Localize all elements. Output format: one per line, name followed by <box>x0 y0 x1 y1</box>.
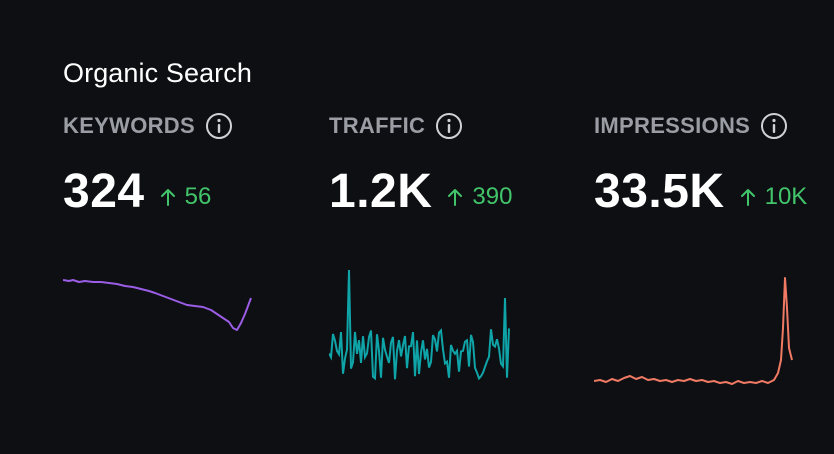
traffic-header: TRAFFIC <box>329 108 559 144</box>
section-title: Organic Search <box>63 58 252 88</box>
arrow-up-icon <box>160 189 175 206</box>
traffic-label: TRAFFIC <box>329 113 426 138</box>
impressions-header: IMPRESSIONS <box>594 108 824 144</box>
info-icon[interactable] <box>205 112 233 140</box>
impressions-card: IMPRESSIONS 33.5K 10K <box>594 108 824 408</box>
traffic-card: TRAFFIC 1.2K 390 <box>329 108 559 408</box>
keywords-label: KEYWORDS <box>63 113 195 138</box>
arrow-up-icon <box>740 189 755 206</box>
traffic-value: 1.2K <box>329 165 433 218</box>
traffic-delta-value: 390 <box>472 183 513 210</box>
traffic-sparkline <box>329 269 510 381</box>
keywords-sparkline <box>63 279 252 331</box>
impressions-label: IMPRESSIONS <box>594 113 751 138</box>
keywords-card: KEYWORDS 324 56 <box>63 108 293 408</box>
traffic-delta: 390 <box>446 183 512 211</box>
info-icon[interactable] <box>760 112 788 140</box>
keywords-value: 324 <box>63 165 145 218</box>
impressions-value: 33.5K <box>594 165 725 218</box>
impressions-delta-value: 10K <box>764 183 808 210</box>
arrow-up-icon <box>448 189 463 206</box>
info-icon[interactable] <box>435 112 463 140</box>
keywords-header: KEYWORDS <box>63 108 293 144</box>
impressions-values: 33.5K 10K <box>594 164 824 219</box>
impressions-delta: 10K <box>739 183 808 211</box>
keywords-delta: 56 <box>159 183 212 211</box>
keywords-delta-value: 56 <box>184 183 212 210</box>
traffic-values: 1.2K 390 <box>329 164 559 219</box>
keywords-values: 324 56 <box>63 164 293 219</box>
impressions-sparkline <box>594 277 793 385</box>
